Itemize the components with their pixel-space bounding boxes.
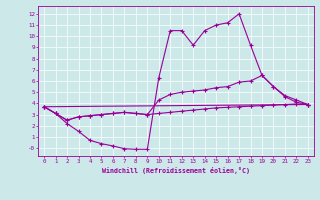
X-axis label: Windchill (Refroidissement éolien,°C): Windchill (Refroidissement éolien,°C) <box>102 167 250 174</box>
